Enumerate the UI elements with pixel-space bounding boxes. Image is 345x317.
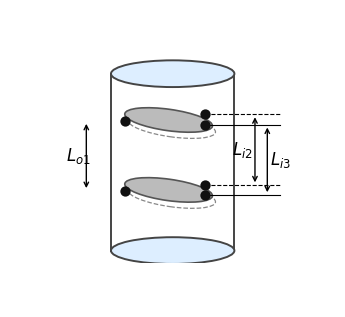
Point	[122, 119, 128, 124]
Text: $L_{i2}$: $L_{i2}$	[232, 140, 253, 160]
Point	[203, 183, 208, 188]
Ellipse shape	[111, 60, 234, 87]
Ellipse shape	[111, 237, 234, 264]
Ellipse shape	[125, 108, 213, 132]
Text: $L_{o1}$: $L_{o1}$	[66, 146, 90, 166]
Point	[203, 112, 208, 117]
Point	[122, 188, 128, 193]
Point	[203, 192, 208, 197]
Point	[203, 122, 208, 127]
Text: $L_{i3}$: $L_{i3}$	[270, 150, 291, 170]
Ellipse shape	[125, 178, 213, 202]
